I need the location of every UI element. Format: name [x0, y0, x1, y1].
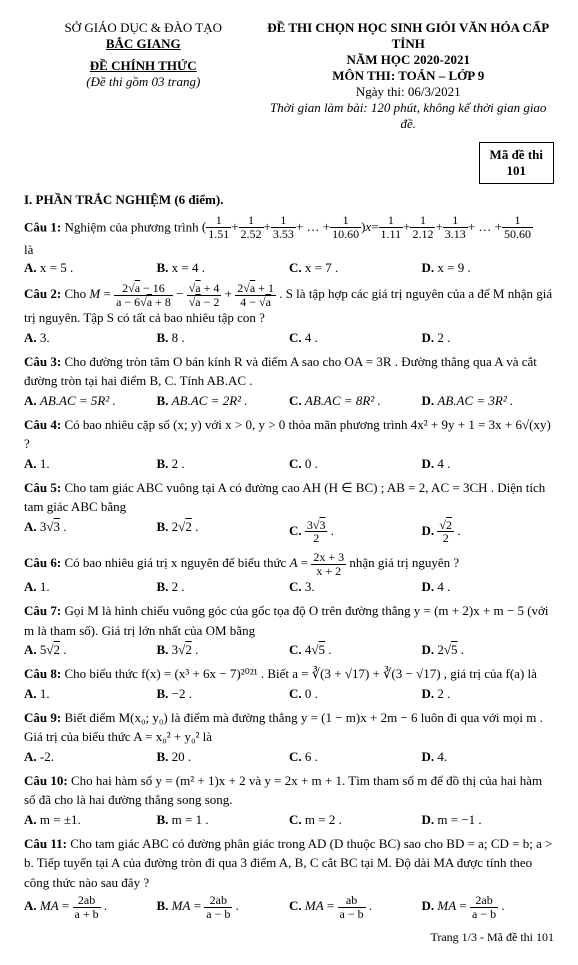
- doc-header: SỞ GIÁO DỤC & ĐÀO TẠO BẮC GIANG ĐỀ CHÍNH…: [24, 20, 554, 132]
- province: BẮC GIANG: [24, 36, 263, 52]
- question-8: Câu 8: Cho biểu thức f(x) = (x³ + 6x − 7…: [24, 664, 554, 684]
- exam-code-box: Mã đề thi 101: [479, 142, 554, 184]
- official: ĐỀ CHÍNH THỨC: [24, 58, 263, 74]
- pages: (Đề thi gồm 03 trang): [24, 74, 263, 90]
- question-4: Câu 4: Có bao nhiêu cặp số (x; y) với x …: [24, 415, 554, 454]
- question-11: Câu 11: Cho tam giác ABC có đường phân g…: [24, 834, 554, 893]
- question-7: Câu 7: Gọi M là hình chiếu vuông góc của…: [24, 601, 554, 640]
- header-left: SỞ GIÁO DỤC & ĐÀO TẠO BẮC GIANG ĐỀ CHÍNH…: [24, 20, 263, 132]
- q10-options: A. m = ±1. B. m = 1 . C. m = 2 . D. m = …: [24, 812, 554, 828]
- q5-options: A. 3√3 . B. 2√2 . C. 3√32 . D. √22 .: [24, 519, 554, 545]
- question-5: Câu 5: Cho tam giác ABC vuông tại A có đ…: [24, 478, 554, 517]
- q7-options: A. 5√2 . B. 3√2 . C. 4√5 . D. 2√5 .: [24, 642, 554, 658]
- question-2: Câu 2: Cho M = 2√a − 16a − 6√a + 8 − √a …: [24, 282, 554, 328]
- q1-tail: là: [24, 242, 554, 258]
- q6-options: A. 1. B. 2 . C. 3. D. 4 .: [24, 579, 554, 595]
- exam-code-value: 101: [490, 163, 543, 179]
- question-1: Câu 1: Nghiệm của phương trình ( 11.51 +…: [24, 214, 554, 240]
- subject: MÔN THI: TOÁN – LỚP 9: [263, 68, 555, 84]
- date: Ngày thi: 06/3/2021: [263, 84, 555, 100]
- question-10: Câu 10: Cho hai hàm số y = (m² + 1)x + 2…: [24, 771, 554, 810]
- section-title: I. PHẦN TRẮC NGHIỆM (6 điểm).: [24, 192, 554, 208]
- question-9: Câu 9: Biết điểm M(x₀; y₀) là điểm mà đư…: [24, 708, 554, 747]
- title: ĐỀ THI CHỌN HỌC SINH GIỎI VĂN HÓA CẤP TỈ…: [263, 20, 555, 52]
- q9-options: A. -2. B. 20 . C. 6 . D. 4.: [24, 749, 554, 765]
- duration: Thời gian làm bài: 120 phút, không kể th…: [263, 100, 555, 132]
- page-footer: Trang 1/3 - Mã đề thi 101: [24, 930, 554, 945]
- q3-options: A. AB.AC = 5R² . B. AB.AC = 2R² . C. AB.…: [24, 393, 554, 409]
- year: NĂM HỌC 2020-2021: [263, 52, 555, 68]
- org-line: SỞ GIÁO DỤC & ĐÀO TẠO: [24, 20, 263, 36]
- q2-options: A. 3. B. 8 . C. 4 . D. 2 .: [24, 330, 554, 346]
- header-right: ĐỀ THI CHỌN HỌC SINH GIỎI VĂN HÓA CẤP TỈ…: [263, 20, 555, 132]
- q11-options: A. MA = 2aba + b . B. MA = 2aba − b . C.…: [24, 894, 554, 920]
- question-3: Câu 3: Cho đường tròn tâm O bán kính R v…: [24, 352, 554, 391]
- q4-options: A. 1. B. 2 . C. 0 . D. 4 .: [24, 456, 554, 472]
- exam-code-label: Mã đề thi: [490, 147, 543, 163]
- q1-options: A. x = 5 . B. x = 4 . C. x = 7 . D. x = …: [24, 260, 554, 276]
- question-6: Câu 6: Có bao nhiêu giá trị x nguyên để …: [24, 551, 554, 577]
- q8-options: A. 1. B. −2 . C. 0 . D. 2 .: [24, 686, 554, 702]
